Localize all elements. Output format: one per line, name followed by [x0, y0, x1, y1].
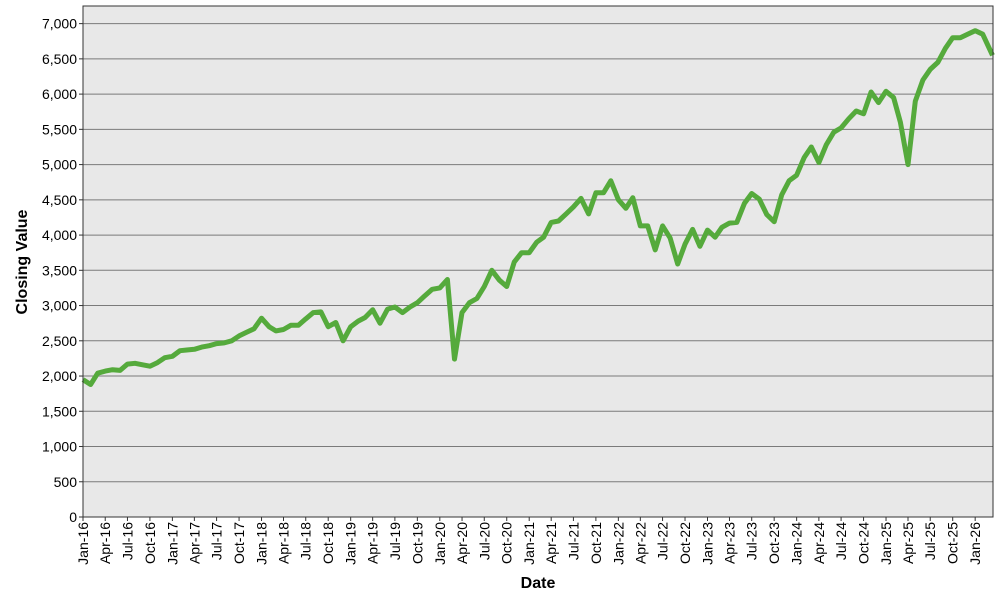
x-tick-label: Oct-17	[231, 522, 247, 564]
x-tick-label: Jul-21	[565, 522, 581, 560]
x-tick-label: Jul-18	[298, 522, 314, 560]
x-tick-label: Jan-20	[432, 522, 448, 565]
x-axis-title: Date	[521, 575, 556, 592]
x-tick-label: Jul-25	[922, 522, 938, 560]
x-tick-label: Jul-24	[833, 522, 849, 560]
x-tick-label: Jan-18	[254, 522, 270, 565]
x-tick-label: Oct-16	[142, 522, 158, 564]
y-tick-label: 7,000	[42, 16, 77, 32]
x-tick-label: Oct-25	[945, 522, 961, 564]
x-tick-label: Jan-22	[610, 522, 626, 565]
y-tick-label: 3,500	[42, 262, 77, 278]
y-tick-label: 1,000	[42, 439, 77, 455]
x-tick-label: Jan-17	[164, 522, 180, 565]
y-tick-label: 4,000	[42, 227, 77, 243]
x-tick-label: Jul-16	[119, 522, 135, 560]
x-tick-label: Jul-22	[655, 522, 671, 560]
plot-border	[82, 5, 994, 518]
y-tick-label: 1,500	[42, 403, 77, 419]
y-tick-label: 4,500	[42, 192, 77, 208]
x-tick-label: Oct-18	[320, 522, 336, 564]
x-tick-label: Apr-20	[454, 522, 470, 564]
x-axis-ticks: Jan-16 Apr-16 Jul-16 Oct-16 Jan-17 Apr-17 Jul-…	[75, 517, 983, 565]
x-tick-label: Jul-19	[387, 522, 403, 560]
x-tick-label: Jul-23	[744, 522, 760, 560]
x-tick-label: Oct-20	[499, 522, 515, 564]
x-tick-label: Jan-23	[699, 522, 715, 565]
x-tick-label: Apr-18	[276, 522, 292, 564]
x-tick-label: Oct-21	[588, 522, 604, 564]
x-tick-label: Apr-17	[186, 522, 202, 564]
x-tick-label: Jul-17	[209, 522, 225, 560]
x-tick-label: Apr-22	[632, 522, 648, 564]
series-line	[81, 28, 995, 387]
y-tick-label: 500	[54, 474, 78, 490]
y-tick-label: 2,000	[42, 368, 77, 384]
y-tick-label: 6,000	[42, 86, 77, 102]
plot-area	[83, 6, 993, 517]
gridlines	[83, 23, 993, 483]
y-tick-label: 0	[69, 509, 77, 525]
x-tick-label: Jan-24	[789, 522, 805, 565]
x-tick-label: Apr-19	[365, 522, 381, 564]
y-tick-label: 3,000	[42, 298, 77, 314]
y-axis-title: Closing Value	[14, 209, 31, 314]
x-tick-label: Oct-22	[677, 522, 693, 564]
y-tick-label: 6,500	[42, 51, 77, 67]
x-tick-label: Apr-24	[811, 522, 827, 564]
x-tick-label: Jan-26	[967, 522, 983, 565]
x-tick-label: Jan-25	[878, 522, 894, 565]
y-tick-label: 2,500	[42, 333, 77, 349]
x-tick-label: Jan-19	[343, 522, 359, 565]
x-tick-label: Apr-25	[900, 522, 916, 564]
x-tick-label: Apr-16	[97, 522, 113, 564]
x-tick-label: Jan-16	[75, 522, 91, 565]
x-tick-label: Oct-24	[856, 522, 872, 564]
y-axis-ticks: 0 500 1,000 1,500 2,000 2,500 3,000 3,500 4,000 4…	[42, 16, 83, 525]
x-tick-label: Oct-23	[766, 522, 782, 564]
y-tick-label: 5,500	[42, 121, 77, 137]
x-tick-label: Apr-23	[721, 522, 737, 564]
x-tick-label: Jan-21	[521, 522, 537, 565]
x-tick-label: Apr-21	[543, 522, 559, 564]
x-tick-label: Oct-19	[409, 522, 425, 564]
y-tick-label: 5,000	[42, 157, 77, 173]
x-tick-label: Jul-20	[476, 522, 492, 560]
